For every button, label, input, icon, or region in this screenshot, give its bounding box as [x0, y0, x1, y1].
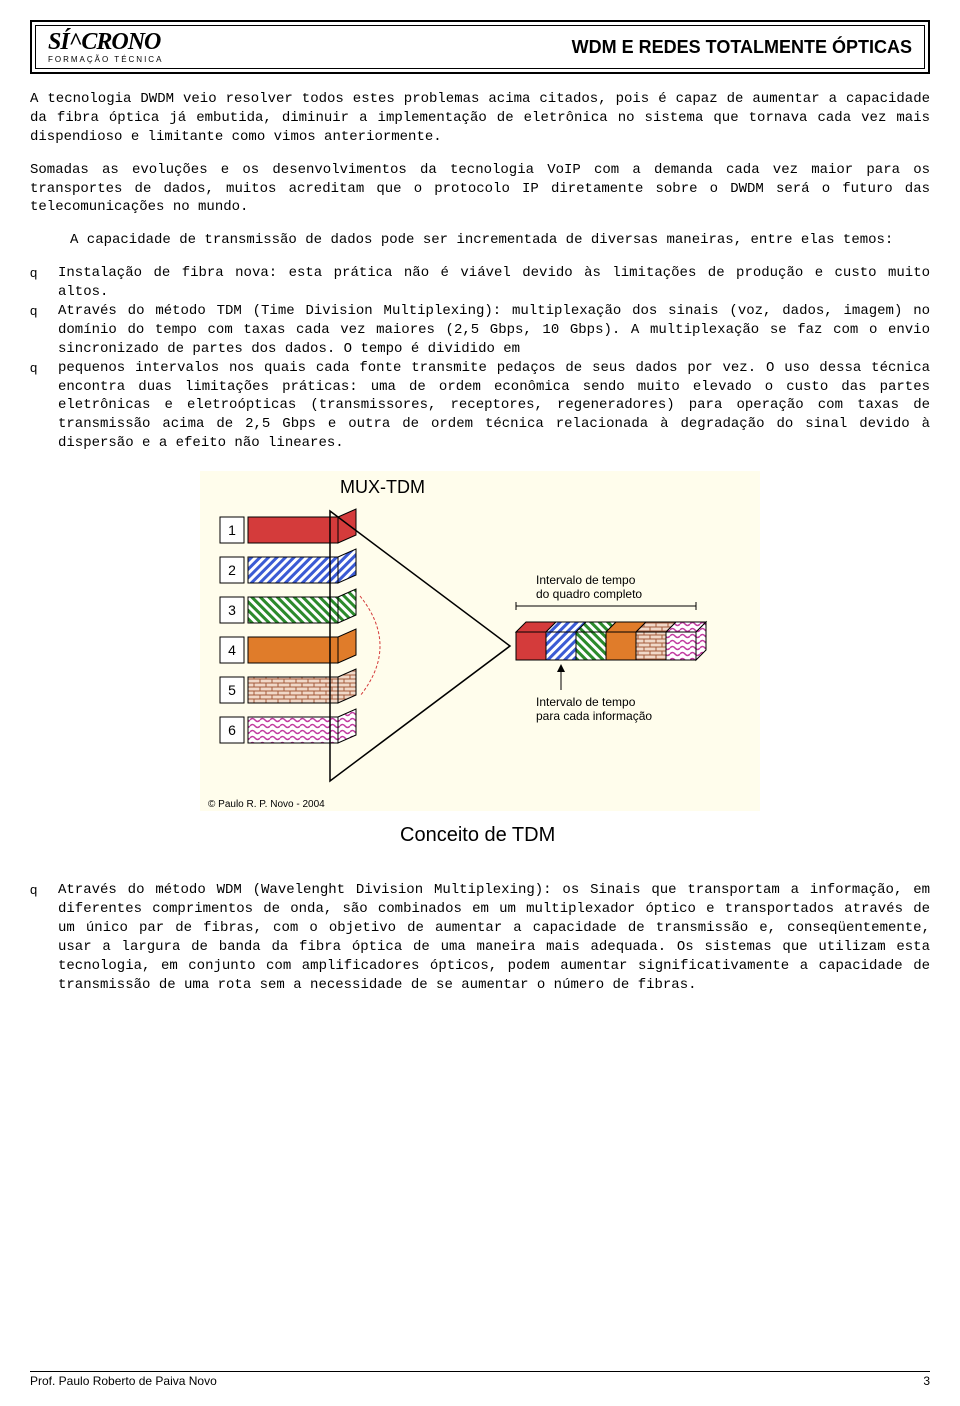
header-frame: SÍ^CRONO FORMAÇÃO TÉCNICA WDM E REDES TO…: [30, 20, 930, 74]
list-item: q Através do método WDM (Wavelenght Divi…: [30, 881, 930, 994]
svg-text:2: 2: [228, 562, 236, 578]
list-block-2: q Através do método WDM (Wavelenght Divi…: [30, 881, 930, 994]
svg-text:do quadro completo: do quadro completo: [536, 587, 642, 601]
svg-text:Intervalo de tempo: Intervalo de tempo: [536, 695, 636, 709]
paragraph-intro-2: Somadas as evoluções e os desenvolviment…: [30, 161, 930, 218]
footer-line: Prof. Paulo Roberto de Paiva Novo 3: [30, 1371, 930, 1388]
logo-block: SÍ^CRONO FORMAÇÃO TÉCNICA: [48, 30, 163, 64]
list-item-text: pequenos intervalos nos quais cada fonte…: [58, 359, 930, 453]
logo-main: SÍ^CRONO: [48, 30, 163, 54]
svg-text:para cada informação: para cada informação: [536, 709, 652, 723]
tdm-diagram-wrap: MUX-TDM123456Intervalo de tempodo quadro…: [30, 471, 930, 851]
list-item-text: Através do método WDM (Wavelenght Divisi…: [58, 881, 930, 994]
footer-page: 3: [923, 1374, 930, 1388]
svg-text:Intervalo de tempo: Intervalo de tempo: [536, 573, 636, 587]
footer-author: Prof. Paulo Roberto de Paiva Novo: [30, 1374, 217, 1388]
svg-text:4: 4: [228, 642, 236, 658]
bullet-icon: q: [30, 302, 58, 359]
header-inner: SÍ^CRONO FORMAÇÃO TÉCNICA WDM E REDES TO…: [35, 25, 925, 69]
list-item-text: Instalação de fibra nova: esta prática n…: [58, 264, 930, 302]
tdm-diagram: MUX-TDM123456Intervalo de tempodo quadro…: [200, 471, 760, 851]
paragraph-lead: A capacidade de transmissão de dados pod…: [30, 231, 930, 250]
list-item: q Através do método TDM (Time Division M…: [30, 302, 930, 359]
svg-text:1: 1: [228, 522, 236, 538]
paragraph-intro-1: A tecnologia DWDM veio resolver todos es…: [30, 90, 930, 147]
svg-text:Conceito de TDM: Conceito de TDM: [400, 824, 555, 846]
page-footer: Prof. Paulo Roberto de Paiva Novo 3: [30, 1371, 930, 1388]
logo-sub: FORMAÇÃO TÉCNICA: [48, 56, 163, 64]
svg-text:6: 6: [228, 722, 236, 738]
bullet-icon: q: [30, 359, 58, 453]
svg-text:5: 5: [228, 682, 236, 698]
list-item: q Instalação de fibra nova: esta prática…: [30, 264, 930, 302]
svg-text:3: 3: [228, 602, 236, 618]
bullet-icon: q: [30, 881, 58, 994]
svg-text:© Paulo R. P. Novo - 2004: © Paulo R. P. Novo - 2004: [208, 799, 325, 810]
header-title: WDM E REDES TOTALMENTE ÓPTICAS: [572, 37, 912, 58]
svg-text:MUX-TDM: MUX-TDM: [340, 477, 425, 497]
bullet-icon: q: [30, 264, 58, 302]
list-item-text: Através do método TDM (Time Division Mul…: [58, 302, 930, 359]
list-block-1: q Instalação de fibra nova: esta prática…: [30, 264, 930, 453]
list-item: q pequenos intervalos nos quais cada fon…: [30, 359, 930, 453]
